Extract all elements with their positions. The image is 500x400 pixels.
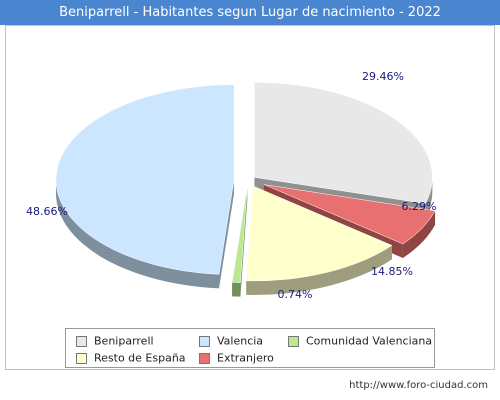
pie-side-comunidad-valenciana	[232, 282, 241, 297]
legend: Beniparrell Valencia Comunidad Valencian…	[65, 328, 435, 368]
chart-title: Beniparrell - Habitantes segun Lugar de …	[59, 5, 441, 20]
legend-swatch	[76, 335, 87, 347]
legend-label: Beniparrell	[94, 334, 154, 348]
legend-swatch	[199, 335, 210, 347]
legend-swatch	[76, 352, 87, 364]
pie-slice-extranjero	[263, 184, 436, 245]
pie-cut-wall	[219, 179, 235, 289]
legend-item-resto-de-espana: Resto de España	[76, 351, 186, 365]
legend-label: Extranjero	[217, 351, 274, 365]
legend-label: Resto de España	[94, 351, 186, 365]
slice-label-beniparrell: 29.46%	[362, 70, 404, 83]
legend-label: Valencia	[217, 334, 264, 348]
slice-label-resto-de-espa-a: 14.85%	[371, 265, 413, 278]
slice-label-extranjero: 6.29%	[402, 200, 437, 213]
slice-label-comunidad-valenciana: 0.74%	[278, 288, 313, 301]
legend-item-extranjero: Extranjero	[199, 351, 274, 365]
title-bar: Beniparrell - Habitantes segun Lugar de …	[0, 0, 500, 25]
legend-item-comunidad-valenciana: Comunidad Valenciana	[288, 334, 432, 348]
legend-swatch	[199, 352, 210, 364]
pie-slice-beniparrell	[254, 82, 433, 204]
pie-slice-valencia	[55, 84, 235, 275]
pie-side-valencia	[56, 179, 220, 289]
pie-label-layer: 29.46% 6.29% 14.85% 0.74% 48.66%	[26, 70, 436, 301]
pie-side-resto-de-espa-a	[246, 245, 392, 296]
legend-item-beniparrell: Beniparrell	[76, 334, 154, 348]
legend-swatch	[288, 335, 299, 347]
pie-top-layer	[55, 82, 436, 283]
footer-url[interactable]: http://www.foro-ciudad.com	[349, 380, 488, 391]
pie-slice-comunidad-valenciana	[231, 187, 248, 283]
pie-side-beniparrell	[425, 177, 433, 218]
legend-label: Comunidad Valenciana	[306, 334, 433, 348]
legend-item-valencia: Valencia	[199, 334, 263, 348]
slice-label-valencia: 48.66%	[26, 205, 68, 218]
pie-slice-resto-de-espa-a	[246, 185, 393, 282]
pie-side-extranjero	[402, 210, 436, 258]
